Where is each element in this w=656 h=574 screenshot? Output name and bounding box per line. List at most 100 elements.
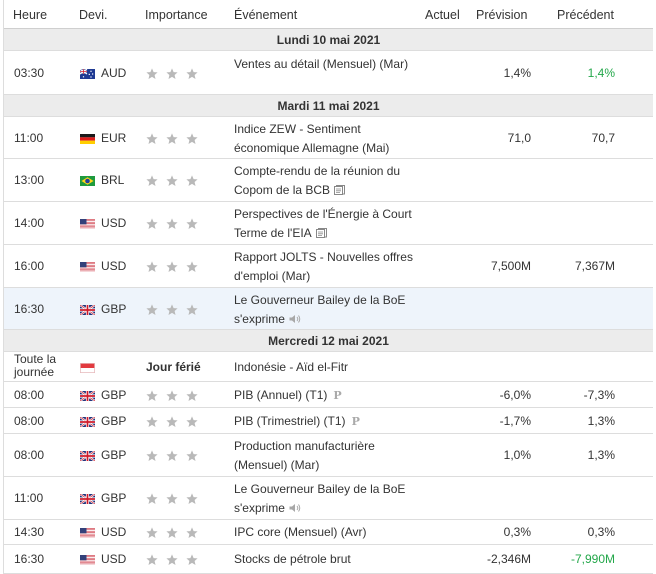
- event-title[interactable]: Production manufacturière (Mensuel) (Mar…: [234, 437, 419, 474]
- event-forecast: 1,0%: [503, 448, 531, 462]
- speaker-icon[interactable]: [289, 311, 301, 323]
- uk-flag-icon: [79, 416, 96, 428]
- col-importance[interactable]: Importance: [145, 8, 208, 22]
- event-row[interactable]: 11:00 EUR Indice ZEW - Sentiment économiqu…: [4, 117, 653, 159]
- event-forecast: -6,0%: [499, 388, 531, 402]
- event-title[interactable]: Stocks de pétrole brut: [234, 550, 419, 569]
- event-title-text[interactable]: IPC core (Mensuel) (Avr): [234, 525, 367, 539]
- event-currency: GBP: [101, 414, 127, 428]
- star-icon: [186, 304, 198, 315]
- event-title-text[interactable]: Le Gouverneur Bailey de la BoE s'exprime: [234, 482, 406, 515]
- event-title[interactable]: Perspectives de l'Énergie à Court Terme …: [234, 205, 419, 242]
- event-row[interactable]: 16:30 USD Stocks de pétrole brut -2,346M -7,…: [4, 545, 653, 574]
- event-title[interactable]: Indonésie - Aïd el-Fitr: [234, 358, 419, 377]
- star-icon: [166, 390, 178, 401]
- star-icon: [146, 527, 158, 538]
- event-forecast: -1,7%: [499, 414, 531, 428]
- star-icon: [186, 416, 198, 427]
- event-title-text[interactable]: Stocks de pétrole brut: [234, 552, 351, 566]
- date-label: Lundi 10 mai 2021: [276, 33, 381, 47]
- event-row[interactable]: 16:30 GBP Le Gouverneur Bailey de la BoE s…: [4, 288, 653, 330]
- event-title[interactable]: PIB (Trimestriel) (T1) P: [234, 412, 419, 432]
- event-importance-label: Jour férié: [146, 360, 201, 374]
- event-row[interactable]: 14:30 USD IPC core (Mensuel) (Avr) 0,3% 0,3%: [4, 520, 653, 545]
- event-row[interactable]: 13:00 BRL Compte-rendu de la réunion du Co…: [4, 159, 653, 202]
- event-title[interactable]: PIB (Annuel) (T1) P: [234, 386, 419, 406]
- event-currency: BRL: [101, 173, 125, 187]
- star-icon: [146, 304, 158, 315]
- event-title[interactable]: Rapport JOLTS - Nouvelles offres d'emplo…: [234, 248, 419, 285]
- col-heure[interactable]: Heure: [13, 8, 48, 22]
- event-row[interactable]: 08:00 GBP PIB (Trimestriel) (T1) P -1,7% 1,3%: [4, 408, 653, 434]
- event-previous: 1,3%: [587, 414, 615, 428]
- event-previous: 70,7: [591, 131, 615, 145]
- event-title-text[interactable]: Indonésie - Aïd el-Fitr: [234, 360, 349, 374]
- event-row[interactable]: 08:00 GBP PIB (Annuel) (T1) P -6,0% -7,3%: [4, 382, 653, 408]
- event-time: 14:00: [14, 216, 45, 230]
- star-icon: [186, 218, 198, 229]
- speaker-icon[interactable]: [289, 500, 301, 512]
- event-title[interactable]: Indice ZEW - Sentiment économique Allema…: [234, 120, 419, 157]
- event-row[interactable]: Toute la journée Jour férié Indonésie - Aïd…: [4, 352, 653, 382]
- event-row[interactable]: 16:00 USD Rapport JOLTS - Nouvelles offres…: [4, 245, 653, 288]
- brazil-flag-icon: [80, 175, 95, 186]
- event-previous: 1,3%: [587, 448, 615, 462]
- event-row[interactable]: 03:30 AUD Ventes au détail (Mensuel) (Mar)…: [4, 51, 653, 95]
- event-title-text[interactable]: PIB (Trimestriel) (T1): [234, 414, 346, 428]
- event-title-text[interactable]: Production manufacturière (Mensuel) (Mar…: [234, 439, 375, 472]
- star-icon: [146, 261, 158, 272]
- usa-flag-icon: [80, 218, 95, 230]
- star-icon: [146, 493, 158, 504]
- event-row[interactable]: 11:00 GBP Le Gouverneur Bailey de la BoE s…: [4, 477, 653, 520]
- importance-stars: [146, 390, 198, 402]
- event-currency: GBP: [101, 448, 127, 462]
- event-title-text[interactable]: PIB (Annuel) (T1): [234, 388, 328, 402]
- star-icon: [146, 218, 158, 229]
- event-title-text[interactable]: Ventes au détail (Mensuel) (Mar): [234, 57, 409, 71]
- event-title-text[interactable]: Rapport JOLTS - Nouvelles offres d'emplo…: [234, 250, 413, 283]
- event-currency: GBP: [101, 302, 127, 316]
- col-actuel[interactable]: Actuel: [425, 8, 460, 22]
- col-evenement[interactable]: Événement: [234, 8, 298, 22]
- importance-stars: [146, 493, 198, 505]
- event-row[interactable]: 08:00 GBP Production manufacturière (Mensu…: [4, 434, 653, 477]
- usa-flag-icon: [80, 261, 95, 273]
- event-time: 08:00: [14, 448, 45, 462]
- event-forecast: 7,500M: [490, 259, 531, 273]
- event-currency: USD: [101, 552, 127, 566]
- uk-flag-icon: [79, 493, 96, 505]
- uk-flag-icon: [79, 304, 96, 316]
- col-prevision[interactable]: Prévision: [476, 8, 528, 22]
- event-title[interactable]: Le Gouverneur Bailey de la BoE s'exprime: [234, 480, 419, 517]
- event-currency: USD: [101, 216, 127, 230]
- star-icon: [166, 493, 178, 504]
- event-title[interactable]: Compte-rendu de la réunion du Copom de l…: [234, 162, 419, 199]
- event-title[interactable]: IPC core (Mensuel) (Avr): [234, 523, 419, 542]
- star-icon: [186, 493, 198, 504]
- event-forecast: 71,0: [507, 131, 531, 145]
- star-icon: [186, 554, 198, 565]
- event-title-text[interactable]: Indice ZEW - Sentiment économique Allema…: [234, 122, 390, 155]
- event-currency: AUD: [101, 66, 127, 80]
- event-row[interactable]: 14:00 USD Perspectives de l'Énergie à Cour…: [4, 202, 653, 245]
- document-icon[interactable]: [334, 182, 346, 195]
- event-title[interactable]: Ventes au détail (Mensuel) (Mar): [234, 55, 419, 74]
- col-precedent[interactable]: Précédent: [557, 8, 614, 22]
- event-time-line: Toute la: [14, 352, 57, 366]
- importance-stars: [146, 261, 198, 273]
- col-devise[interactable]: Devi.: [79, 8, 108, 22]
- star-icon: [146, 68, 158, 79]
- star-icon: [146, 450, 158, 461]
- event-time: Toute la journée: [14, 353, 56, 379]
- importance-stars: [146, 175, 198, 187]
- importance-stars: [146, 68, 198, 80]
- star-icon: [166, 261, 178, 272]
- star-icon: [186, 527, 198, 538]
- event-title[interactable]: Le Gouverneur Bailey de la BoE s'exprime: [234, 291, 419, 328]
- event-title-text[interactable]: Perspectives de l'Énergie à Court Terme …: [234, 207, 412, 240]
- event-title-text[interactable]: Le Gouverneur Bailey de la BoE s'exprime: [234, 293, 406, 326]
- document-icon[interactable]: [315, 225, 327, 238]
- importance-stars: [146, 554, 198, 566]
- event-title-text[interactable]: Compte-rendu de la réunion du Copom de l…: [234, 164, 401, 197]
- event-time: 16:30: [14, 552, 45, 566]
